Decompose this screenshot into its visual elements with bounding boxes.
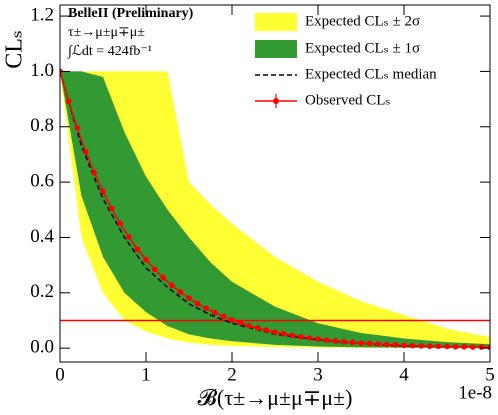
annotation: τ±→μ±μ∓μ± <box>68 25 145 40</box>
marker <box>341 338 347 345</box>
y-tick-label: 0.6 <box>30 170 54 191</box>
legend-label: Expected CLₛ median <box>305 66 437 82</box>
marker <box>229 317 235 323</box>
marker <box>315 336 321 342</box>
marker <box>375 341 382 347</box>
marker <box>143 256 149 263</box>
y-axis-label: CLₛ <box>2 30 28 69</box>
annotation: BelleII (Preliminary) <box>68 6 194 21</box>
marker <box>280 330 287 337</box>
marker <box>298 334 304 340</box>
y-tick-label: 0.4 <box>30 226 54 247</box>
marker <box>418 343 425 349</box>
marker <box>487 344 490 351</box>
marker <box>452 343 459 350</box>
marker <box>177 289 184 295</box>
x-tick-label: 0 <box>55 364 65 385</box>
marker <box>186 295 192 301</box>
marker <box>108 205 115 212</box>
marker <box>117 220 123 227</box>
bands <box>60 71 490 349</box>
plot-frame <box>59 4 491 363</box>
x-tick-label: 5 <box>485 364 495 385</box>
marker <box>74 125 80 131</box>
marker <box>91 169 98 176</box>
lines <box>60 68 490 351</box>
marker <box>169 282 175 289</box>
y-tick-label: 1.0 <box>30 60 54 81</box>
marker <box>83 148 89 155</box>
marker <box>384 341 390 348</box>
marker <box>203 305 209 312</box>
x-offset-label: 1e-8 <box>458 382 492 403</box>
marker <box>194 300 201 307</box>
marker <box>160 274 166 281</box>
marker <box>435 343 442 350</box>
marker <box>349 339 356 346</box>
x-tick-label: 4 <box>399 364 409 385</box>
marker <box>470 344 476 350</box>
marker <box>289 332 296 339</box>
marker <box>272 329 278 335</box>
x-tick-label: 2 <box>227 364 237 385</box>
legend-label: Observed CLₛ <box>305 92 390 108</box>
y-tick-label: 1.2 <box>30 4 54 25</box>
marker <box>100 188 106 195</box>
marker <box>323 337 330 343</box>
marker <box>444 343 450 350</box>
marker <box>237 320 244 326</box>
marker <box>392 342 399 348</box>
series-line <box>60 71 490 349</box>
marker <box>427 343 433 350</box>
y-tick-label: 0.2 <box>30 281 54 302</box>
y-tick-label: 0.8 <box>30 115 54 136</box>
y-tick-label: 0.0 <box>30 337 54 358</box>
x-tick-label: 3 <box>313 364 323 385</box>
marker <box>366 340 373 347</box>
marker <box>409 342 416 349</box>
marker <box>151 266 158 273</box>
annotation: ∫ℒdt = 424fb⁻¹ <box>67 44 152 59</box>
x-tick-label: 1 <box>141 364 151 385</box>
marker <box>220 313 227 320</box>
marker <box>401 342 407 349</box>
legend-label: Expected CLₛ ± 2σ <box>305 13 420 29</box>
x-axis-label: 𝓑(τ±→μ±μ∓μ±) <box>198 385 353 410</box>
marker <box>332 338 339 344</box>
marker <box>246 322 252 329</box>
marker <box>212 309 218 316</box>
marker <box>134 246 141 252</box>
marker <box>254 325 261 331</box>
legend-swatch <box>255 13 297 31</box>
legend-label: Expected CLₛ ± 1σ <box>305 40 420 56</box>
marker <box>306 335 313 341</box>
legend-swatch <box>255 40 297 58</box>
marker <box>461 343 468 350</box>
marker <box>126 234 132 240</box>
marker <box>358 340 364 346</box>
marker <box>478 344 485 350</box>
marker <box>263 327 270 333</box>
marker <box>65 98 72 105</box>
band <box>60 71 490 348</box>
